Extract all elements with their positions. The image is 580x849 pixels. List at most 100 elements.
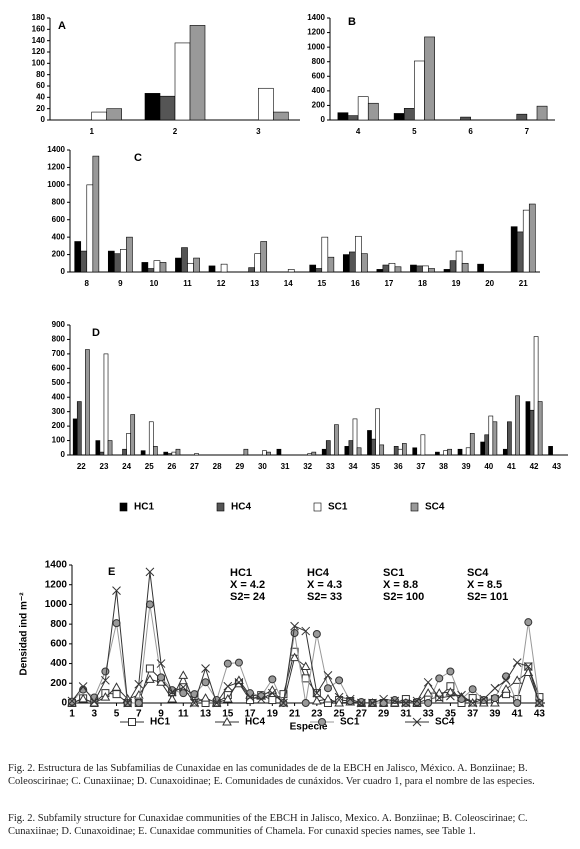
bar bbox=[502, 448, 508, 456]
marker bbox=[501, 675, 511, 685]
marker bbox=[490, 683, 500, 693]
y-tick-label: 600 bbox=[52, 363, 66, 372]
marker bbox=[323, 671, 333, 680]
bar bbox=[220, 263, 228, 273]
marker bbox=[201, 664, 210, 673]
x-tick-label: 15 bbox=[222, 709, 234, 720]
y-tick-label: 0 bbox=[61, 450, 66, 459]
bar bbox=[99, 451, 105, 456]
bar bbox=[379, 444, 385, 456]
y-tick-label: 1000 bbox=[45, 599, 68, 610]
bar bbox=[402, 443, 407, 456]
bar bbox=[529, 409, 535, 456]
marker bbox=[223, 659, 232, 668]
bar bbox=[410, 264, 417, 273]
legend-swatch bbox=[216, 502, 225, 512]
y-tick-label: 800 bbox=[50, 619, 67, 630]
y-tick-label: 800 bbox=[52, 197, 66, 206]
x-tick-label: 39 bbox=[489, 709, 501, 720]
marker bbox=[100, 692, 111, 701]
y-tick-label: 0 bbox=[41, 115, 46, 124]
y-tick-label: 160 bbox=[32, 24, 46, 33]
bar bbox=[86, 184, 94, 273]
legend-marker bbox=[318, 718, 326, 726]
bar bbox=[416, 265, 423, 273]
x-tick-label: 43 bbox=[534, 709, 546, 720]
bar bbox=[525, 401, 531, 456]
x-tick-label: 24 bbox=[122, 462, 131, 471]
annotation: X = 8.5 bbox=[467, 579, 502, 591]
bar bbox=[435, 451, 440, 456]
annotation: X = 4.2 bbox=[230, 579, 265, 591]
bar bbox=[382, 264, 390, 273]
marker bbox=[290, 621, 299, 631]
legend-marker bbox=[412, 717, 422, 727]
caption-en: Fig. 2. Subfamily structure for Cunaxida… bbox=[8, 813, 528, 837]
marker bbox=[513, 699, 522, 707]
y-tick-label: 80 bbox=[36, 70, 45, 79]
annotation: X = 4.3 bbox=[307, 579, 342, 591]
marker bbox=[446, 691, 455, 701]
marker bbox=[178, 670, 189, 679]
x-tick-label: 21 bbox=[519, 279, 528, 288]
bar bbox=[375, 408, 380, 456]
bar bbox=[342, 254, 350, 273]
bar bbox=[367, 430, 372, 456]
bar bbox=[311, 451, 317, 456]
bar bbox=[266, 451, 271, 456]
x-tick-label: 42 bbox=[530, 462, 539, 471]
marker bbox=[379, 694, 388, 704]
y-tick-label: 600 bbox=[50, 638, 67, 649]
bar bbox=[465, 447, 471, 456]
marker bbox=[334, 697, 344, 707]
marker bbox=[134, 679, 144, 689]
bar bbox=[356, 447, 362, 456]
marker bbox=[512, 658, 522, 667]
x-tick-label: 1 bbox=[69, 709, 75, 720]
marker bbox=[156, 677, 166, 686]
y-tick-label: 60 bbox=[36, 81, 45, 90]
bar bbox=[367, 102, 379, 121]
y-tick-label: 900 bbox=[52, 320, 66, 329]
marker bbox=[490, 694, 499, 703]
y-tick-label: 200 bbox=[52, 250, 66, 259]
bar bbox=[80, 250, 88, 273]
bar bbox=[388, 262, 396, 273]
marker bbox=[67, 696, 77, 706]
marker bbox=[490, 697, 500, 707]
bar bbox=[167, 453, 173, 456]
bar bbox=[126, 236, 133, 273]
y-axis-label: Densidad ind m⁻² bbox=[19, 592, 30, 676]
panel-label: D bbox=[92, 327, 100, 339]
panel-label: E bbox=[108, 566, 115, 578]
bar bbox=[355, 235, 362, 273]
annotation: S2= 33 bbox=[307, 591, 342, 603]
x-tick-label: 27 bbox=[356, 709, 368, 720]
bar bbox=[412, 447, 418, 456]
x-tick-label: 12 bbox=[217, 279, 226, 288]
bar bbox=[243, 448, 249, 456]
marker bbox=[268, 675, 277, 684]
y-tick-label: 180 bbox=[32, 13, 46, 22]
y-tick-label: 800 bbox=[52, 335, 66, 344]
y-tick-label: 140 bbox=[32, 36, 46, 45]
x-tick-label: 7 bbox=[136, 709, 142, 720]
marker bbox=[468, 685, 477, 694]
annotation: SC1 bbox=[383, 567, 404, 579]
bar bbox=[248, 267, 255, 273]
bar bbox=[443, 450, 448, 456]
y-tick-label: 200 bbox=[50, 678, 67, 689]
y-tick-label: 120 bbox=[32, 47, 46, 56]
bar bbox=[348, 440, 354, 456]
x-tick-label: 28 bbox=[213, 462, 222, 471]
bar bbox=[492, 421, 498, 456]
bar bbox=[193, 257, 200, 273]
bar bbox=[449, 260, 457, 273]
legend-label: HC1 bbox=[150, 717, 170, 728]
marker bbox=[78, 682, 88, 691]
marker bbox=[234, 677, 244, 687]
marker bbox=[133, 690, 144, 699]
marker bbox=[101, 667, 110, 676]
x-tick-label: 6 bbox=[468, 127, 473, 136]
bar bbox=[107, 250, 115, 273]
